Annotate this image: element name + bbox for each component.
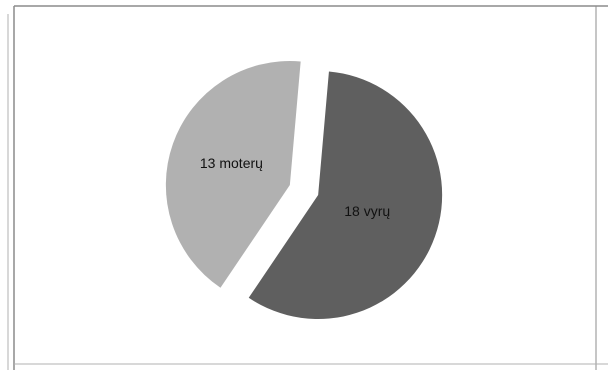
pie-slice-label-0: 18 vyrų: [344, 203, 390, 219]
pie-labels: 18 vyrų 13 moterų: [200, 155, 390, 219]
pie-slice-1: [165, 60, 301, 288]
pie-slices: [165, 60, 443, 320]
pie-slice-label-1: 13 moterų: [200, 155, 263, 171]
pie-slice-0: [248, 71, 443, 320]
